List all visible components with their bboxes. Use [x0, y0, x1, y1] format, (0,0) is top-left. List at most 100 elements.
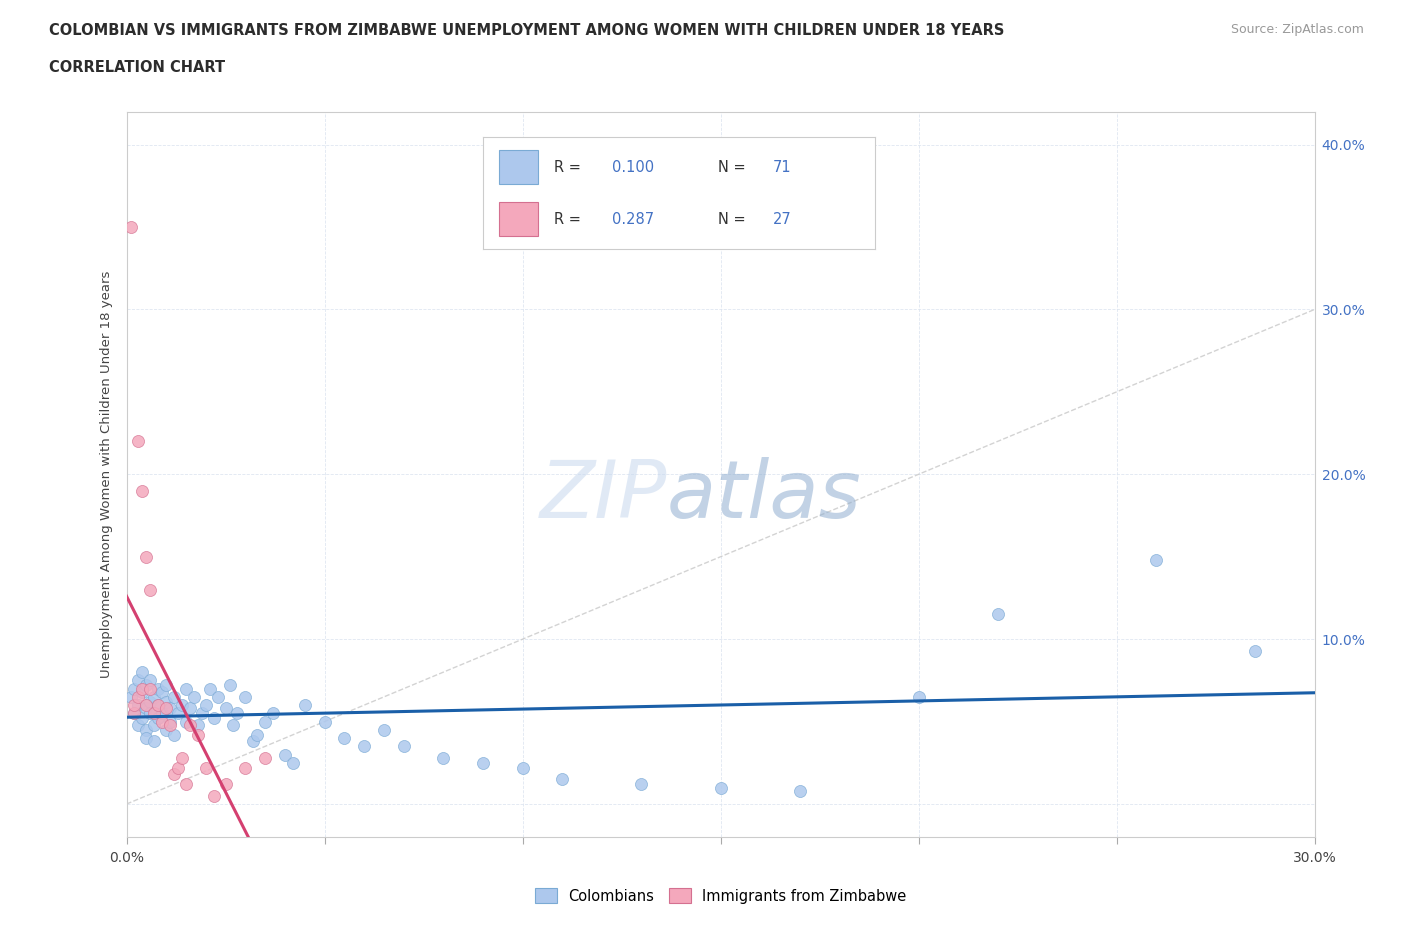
Point	[202, 711, 225, 725]
Point	[167, 761, 190, 776]
Point	[226, 706, 249, 721]
Point	[124, 698, 146, 712]
Point	[143, 734, 166, 749]
Point	[187, 727, 209, 742]
Point	[294, 698, 316, 712]
Point	[120, 219, 142, 234]
Point	[124, 706, 146, 721]
Point	[274, 747, 297, 762]
Point	[630, 777, 652, 791]
Point	[392, 738, 415, 753]
Point	[373, 723, 395, 737]
Text: Source: ZipAtlas.com: Source: ZipAtlas.com	[1230, 23, 1364, 36]
Text: N =: N =	[718, 160, 745, 175]
Point	[163, 727, 186, 742]
Point	[170, 751, 193, 765]
Point	[135, 678, 157, 693]
Point	[150, 714, 173, 729]
Text: R =: R =	[554, 211, 581, 227]
Point	[551, 772, 574, 787]
Point	[143, 717, 166, 732]
Point	[214, 777, 236, 791]
Point	[987, 607, 1010, 622]
Point	[214, 701, 236, 716]
Text: CORRELATION CHART: CORRELATION CHART	[49, 60, 225, 75]
Point	[127, 698, 149, 712]
Point	[183, 689, 205, 704]
Point	[242, 734, 264, 749]
Point	[148, 698, 170, 712]
Point	[194, 761, 217, 776]
Y-axis label: Unemployment Among Women with Children Under 18 years: Unemployment Among Women with Children U…	[100, 271, 114, 678]
Point	[155, 723, 177, 737]
Point	[131, 684, 153, 699]
Text: 27: 27	[773, 211, 792, 227]
Legend: Colombians, Immigrants from Zimbabwe: Colombians, Immigrants from Zimbabwe	[529, 883, 912, 910]
Point	[174, 714, 197, 729]
Point	[135, 723, 157, 737]
Point	[159, 714, 181, 729]
Point	[194, 698, 217, 712]
Point	[191, 706, 214, 721]
Bar	[499, 151, 538, 184]
Point	[789, 783, 811, 798]
Text: N =: N =	[718, 211, 745, 227]
Point	[281, 755, 304, 770]
Text: R =: R =	[554, 160, 581, 175]
Point	[179, 717, 201, 732]
Point	[150, 684, 173, 699]
Point	[254, 714, 277, 729]
Point	[202, 789, 225, 804]
Point	[127, 434, 149, 449]
Point	[148, 681, 170, 696]
Point	[159, 701, 181, 716]
Point	[222, 717, 245, 732]
Point	[124, 681, 146, 696]
Point	[127, 717, 149, 732]
Point	[155, 678, 177, 693]
Point	[150, 706, 173, 721]
Point	[131, 681, 153, 696]
Point	[148, 711, 170, 725]
Point	[155, 701, 177, 716]
Point	[159, 717, 181, 732]
Point	[187, 717, 209, 732]
Point	[131, 711, 153, 725]
Point	[1144, 552, 1167, 567]
Point	[135, 550, 157, 565]
Text: ZIP: ZIP	[540, 457, 666, 535]
Point	[907, 689, 929, 704]
Point	[139, 673, 162, 688]
Point	[139, 582, 162, 597]
Point	[167, 706, 190, 721]
Point	[131, 665, 153, 680]
Point	[333, 731, 356, 746]
Point	[233, 761, 256, 776]
Point	[1244, 644, 1267, 658]
Point	[170, 698, 193, 712]
Point	[139, 695, 162, 710]
Point	[163, 767, 186, 782]
Point	[512, 761, 534, 776]
Text: 71: 71	[773, 160, 792, 175]
Text: 0.100: 0.100	[613, 160, 654, 175]
Point	[148, 698, 170, 712]
Point	[135, 731, 157, 746]
Point	[135, 701, 157, 716]
Point	[131, 484, 153, 498]
Point	[124, 706, 146, 721]
Point	[179, 701, 201, 716]
Point	[120, 689, 142, 704]
Point	[262, 706, 284, 721]
Point	[218, 678, 240, 693]
Point	[207, 689, 229, 704]
Text: 0.287: 0.287	[613, 211, 654, 227]
Point	[233, 689, 256, 704]
Point	[314, 714, 336, 729]
Point	[472, 755, 495, 770]
Point	[155, 695, 177, 710]
Point	[143, 706, 166, 721]
Point	[174, 777, 197, 791]
Text: atlas: atlas	[666, 457, 862, 535]
Point	[127, 689, 149, 704]
